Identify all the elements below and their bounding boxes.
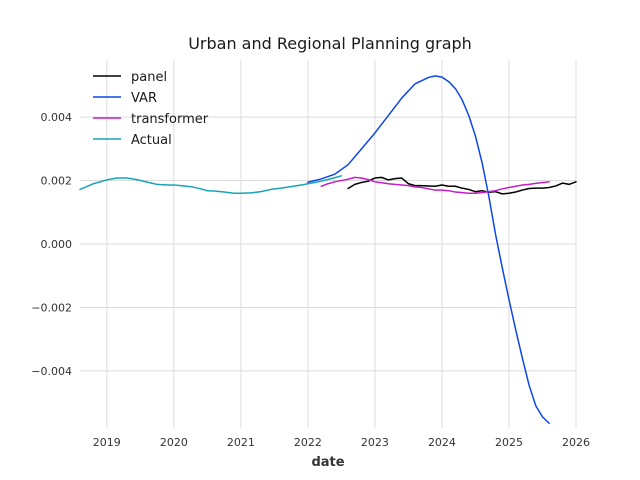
x-tick-label: 2019 [93, 436, 121, 449]
grid [80, 60, 577, 428]
x-tick-label: 2021 [227, 436, 255, 449]
y-tick-label: −0.002 [31, 301, 72, 314]
y-tick-label: −0.004 [31, 365, 72, 378]
legend-label: transformer [131, 112, 209, 127]
y-tick-label: 0.002 [41, 175, 73, 188]
series-line-var [307, 75, 550, 424]
x-tick-label: 2024 [428, 436, 456, 449]
legend-label: panel [131, 70, 167, 85]
x-tick-label: 2020 [160, 436, 188, 449]
legend: panel VAR transformer Actual [93, 70, 209, 148]
tick-labels: 2019 2020 2021 2022 2023 2024 2025 2026 0.004 0.0… [31, 111, 590, 449]
series-line-panel [347, 176, 577, 195]
x-tick-label: 2022 [294, 436, 322, 449]
series-line-actual [79, 175, 343, 194]
legend-label: VAR [131, 91, 157, 106]
series-line-transformer [320, 176, 550, 194]
x-tick-label: 2026 [562, 436, 590, 449]
x-axis-label: date [311, 455, 344, 470]
x-tick-label: 2025 [495, 436, 523, 449]
y-tick-label: 0.004 [41, 111, 73, 124]
legend-label: Actual [131, 133, 172, 148]
x-tick-label: 2023 [361, 436, 389, 449]
y-tick-label: 0.000 [41, 238, 73, 251]
chart-title: Urban and Regional Planning graph [188, 34, 472, 53]
series-lines [79, 75, 577, 424]
